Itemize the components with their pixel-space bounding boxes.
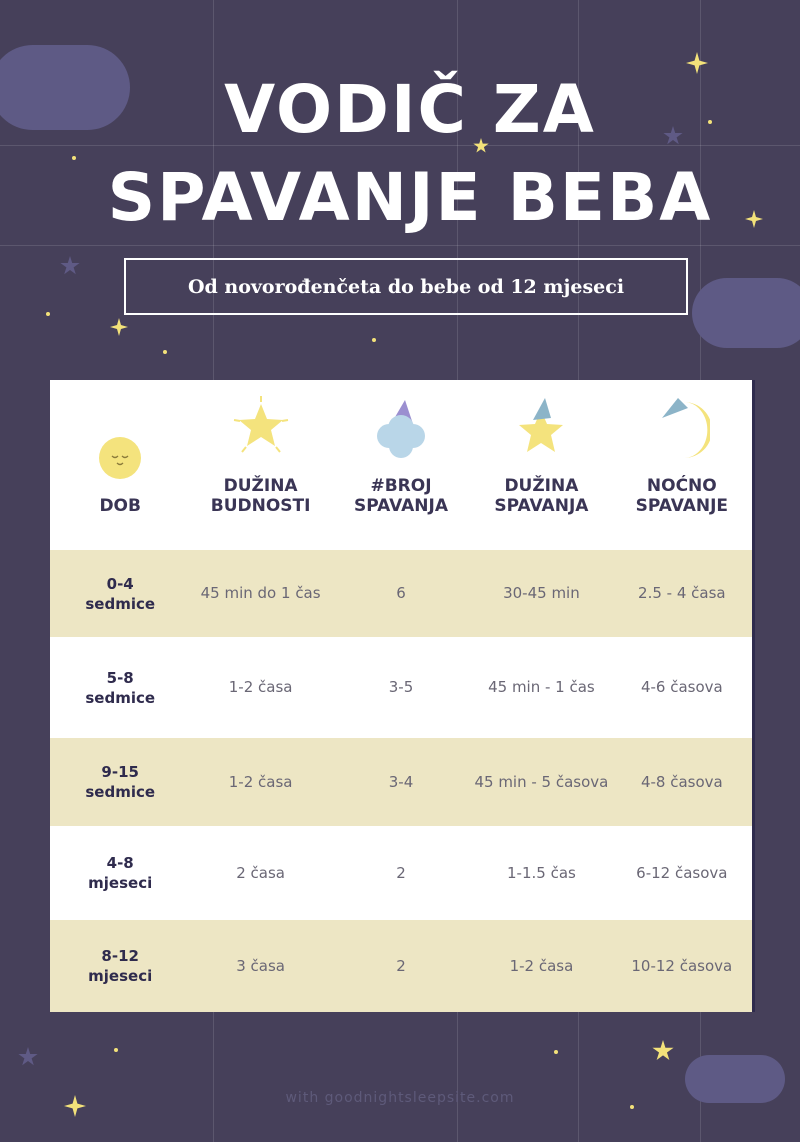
age-label: 5-8 — [106, 668, 134, 687]
age-cell: 5-8 sedmice — [50, 668, 190, 708]
dot-icon — [163, 350, 167, 354]
awake-cell: 1-2 časa — [228, 678, 293, 696]
shining-star-icon — [228, 396, 294, 460]
star-icon — [18, 1047, 38, 1066]
dot-icon — [46, 312, 50, 316]
crescent-moon-icon — [654, 398, 710, 460]
age-label: mjeseci — [88, 874, 153, 892]
age-label: sedmice — [85, 783, 156, 801]
title-line-1: VODIČ ZA — [224, 71, 596, 148]
dot-icon — [372, 338, 376, 342]
table-header: DOB DUŽINA BUDNOSTI #BROJ SPAVANJA DUŽINA S… — [50, 380, 752, 550]
nap-len-cell: 1-1.5 čas — [507, 863, 576, 882]
subtitle: Od novorođenčeta do bebe od 12 mjeseci — [124, 258, 688, 315]
age-cell: 0-4 sedmice — [50, 574, 190, 614]
cloud-icon — [685, 1055, 785, 1103]
naps-cell: 3-5 — [388, 678, 414, 696]
night-cell: 10-12 časova — [631, 956, 733, 975]
naps-cell: 2 — [396, 863, 406, 882]
header-nap-length: DUŽINA SPAVANJA — [471, 380, 611, 550]
header-label: BUDNOSTI — [210, 496, 311, 516]
star-icon — [110, 318, 128, 336]
dot-icon — [554, 1050, 558, 1054]
grid-line — [0, 245, 800, 246]
night-cell: 2.5 - 4 časa — [638, 584, 726, 602]
nap-len-cell: 45 min - 1 čas — [488, 678, 595, 696]
night-cell: 6-12 časova — [636, 863, 728, 882]
awake-cell: 45 min do 1 čas — [200, 584, 321, 602]
age-cell: 9-15 sedmice — [50, 762, 190, 802]
night-cell: 4-6 časova — [640, 678, 723, 696]
cloud-icon — [692, 278, 800, 348]
age-cell: 8-12 mjeseci — [50, 946, 190, 986]
age-label: 9-15 — [101, 763, 139, 781]
sleep-guide-table: DOB DUŽINA BUDNOSTI #BROJ SPAVANJA DUŽINA S… — [50, 380, 755, 1012]
grid-line — [0, 145, 800, 146]
sleeping-star-icon — [511, 398, 571, 460]
table-row: 0-4 sedmice 45 min do 1 čas 6 30-45 min 2.5 -… — [50, 550, 752, 637]
awake-cell: 1-2 časa — [228, 772, 293, 791]
sleeping-cloud-icon — [369, 400, 433, 460]
header-label: DUŽINA — [223, 476, 298, 496]
star-icon — [686, 52, 708, 74]
nap-len-cell: 45 min - 5 časova — [474, 772, 609, 791]
age-label: 8-12 — [101, 947, 139, 965]
naps-cell: 6 — [396, 584, 406, 602]
header-label: SPAVANJA — [354, 496, 449, 516]
header-nap-count: #BROJ SPAVANJA — [331, 380, 471, 550]
table-row: 9-15 sedmice 1-2 časa 3-4 45 min - 5 časova 4… — [50, 738, 752, 826]
cloud-icon — [0, 45, 130, 130]
naps-cell: 2 — [396, 956, 406, 975]
header-night-sleep: NOĆNO SPAVANJE — [612, 380, 752, 550]
awake-cell: 2 časa — [236, 863, 285, 882]
title-line-2: SPAVANJE BEBA — [107, 159, 713, 236]
header-label: SPAVANJE — [635, 496, 729, 516]
header-label: DUŽINA — [504, 476, 579, 496]
dot-icon — [72, 156, 76, 160]
header-awake-length: DUŽINA BUDNOSTI — [190, 380, 330, 550]
nap-len-cell: 1-2 časa — [509, 956, 574, 975]
star-icon — [60, 256, 80, 275]
header-label: #BROJ — [370, 476, 432, 496]
header-label: NOĆNO — [646, 476, 717, 496]
dot-icon — [708, 120, 712, 124]
age-label: sedmice — [85, 594, 156, 613]
naps-cell: 3-4 — [388, 772, 414, 791]
smiling-moon-face-icon — [98, 420, 142, 480]
age-cell: 4-8 mjeseci — [50, 853, 190, 893]
header-age: DOB — [50, 380, 190, 550]
age-label: 0-4 — [106, 574, 134, 593]
age-label: sedmice — [85, 688, 156, 707]
age-label: 4-8 — [106, 854, 134, 872]
night-cell: 4-8 časova — [640, 772, 723, 791]
header-label: SPAVANJA — [494, 496, 589, 516]
footer-credit: with goodnightsleepsite.com — [285, 1090, 515, 1106]
header-label: DOB — [99, 496, 141, 516]
table-row: 8-12 mjeseci 3 časa 2 1-2 časa 10-12 časova — [50, 920, 752, 1012]
awake-cell: 3 časa — [236, 956, 285, 975]
age-label: mjeseci — [88, 967, 153, 985]
nap-len-cell: 30-45 min — [503, 584, 580, 602]
dot-icon — [114, 1048, 118, 1052]
table-row: 4-8 mjeseci 2 časa 2 1-1.5 čas 6-12 časova — [50, 826, 752, 920]
table-row: 5-8 sedmice 1-2 časa 3-5 45 min - 1 čas 4-6 č… — [50, 637, 752, 738]
star-icon — [652, 1040, 674, 1061]
dot-icon — [630, 1105, 634, 1109]
